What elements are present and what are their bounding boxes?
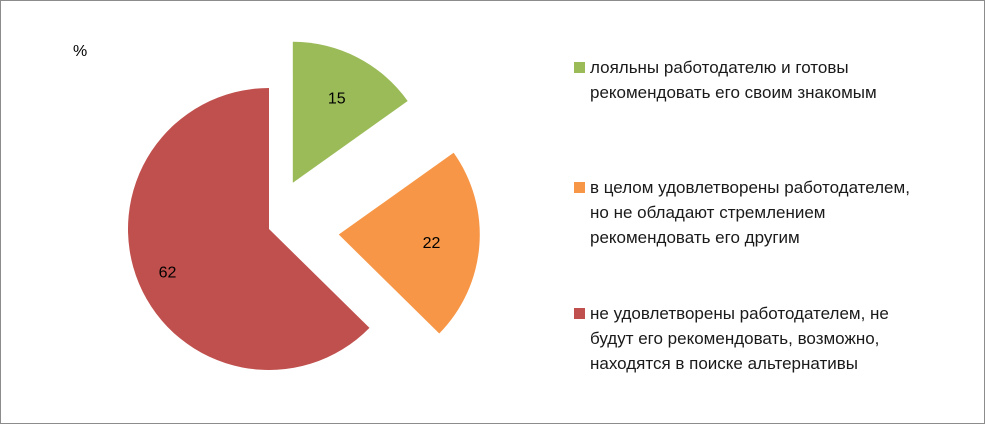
legend-label-line: будут его рекомендовать, возможно,: [590, 329, 880, 348]
slice-data-label-3: 62: [159, 264, 177, 281]
legend-item-2: в целом удовлетворены работодателем, но н…: [574, 175, 910, 250]
legend-label-line: но не обладают стремлением: [590, 203, 826, 222]
pie-slice-3: [127, 88, 370, 371]
pie-slice-1: [292, 41, 408, 183]
legend-label-2: в целом удовлетворены работодателем, но н…: [590, 175, 910, 250]
legend-swatch-1: [574, 62, 585, 73]
legend-label-line: лояльны работодателю и готовы: [590, 58, 849, 77]
slice-data-label-2: 22: [423, 235, 441, 252]
legend-item-3: не удовлетворены работодателем, не будут …: [574, 301, 889, 376]
legend-label-1: лояльны работодателю и готовы рекомендова…: [590, 55, 877, 105]
unit-label: %: [73, 43, 88, 60]
legend-item-1: лояльны работодателю и готовы рекомендова…: [574, 55, 877, 105]
legend-label-line: в целом удовлетворены работодателем,: [590, 178, 910, 197]
pie-slice-2: [338, 152, 480, 334]
legend-swatch-3: [574, 308, 585, 319]
legend-label-3: не удовлетворены работодателем, не будут …: [590, 301, 889, 376]
legend-label-line: не удовлетворены работодателем, не: [590, 304, 889, 323]
legend-label-line: находятся в поиске альтернативы: [590, 354, 859, 373]
legend-label-line: рекомендовать его своим знакомым: [590, 83, 877, 102]
legend-swatch-2: [574, 182, 585, 193]
legend-label-line: рекомендовать его другим: [590, 228, 800, 247]
slice-data-label-1: 15: [328, 91, 346, 108]
